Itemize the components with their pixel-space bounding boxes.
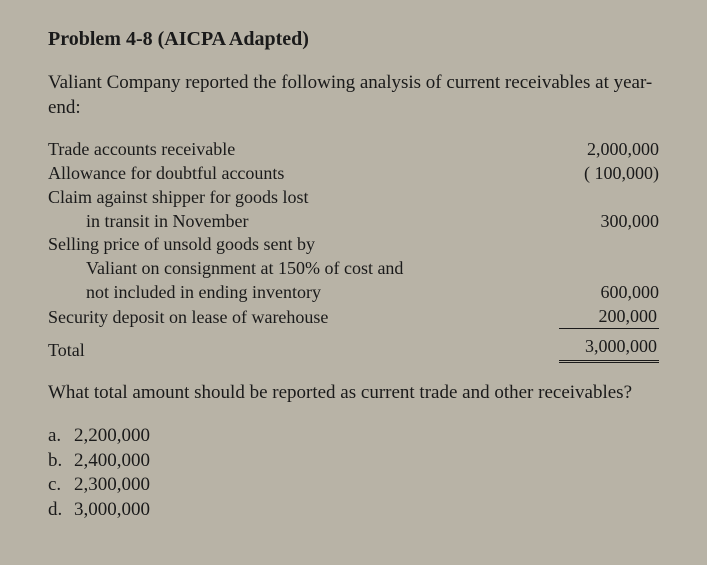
option-text: 2,400,000 bbox=[74, 449, 150, 474]
option-d: d. 3,000,000 bbox=[48, 498, 659, 523]
item-label: Allowance for doubtful accounts bbox=[48, 162, 529, 186]
item-label: Selling price of unsold goods sent by bbox=[48, 233, 529, 257]
option-letter: d. bbox=[48, 498, 74, 523]
table-row: Trade accounts receivable 2,000,000 bbox=[48, 138, 659, 162]
answer-options: a. 2,200,000 b. 2,400,000 c. 2,300,000 d… bbox=[48, 424, 659, 523]
option-text: 2,200,000 bbox=[74, 424, 150, 449]
table-row: Security deposit on lease of warehouse 2… bbox=[48, 305, 659, 330]
table-row: not included in ending inventory 600,000 bbox=[48, 281, 659, 305]
intro-text: Valiant Company reported the following a… bbox=[48, 71, 659, 120]
table-row-total: Total 3,000,000 bbox=[48, 335, 659, 363]
item-value: 2,000,000 bbox=[529, 138, 659, 162]
item-label: not included in ending inventory bbox=[48, 281, 529, 305]
table-row: Allowance for doubtful accounts ( 100,00… bbox=[48, 162, 659, 186]
option-a: a. 2,200,000 bbox=[48, 424, 659, 449]
table-row: Selling price of unsold goods sent by bbox=[48, 233, 659, 257]
option-b: b. 2,400,000 bbox=[48, 449, 659, 474]
option-text: 3,000,000 bbox=[74, 498, 150, 523]
item-value: 300,000 bbox=[529, 210, 659, 234]
item-label: Security deposit on lease of warehouse bbox=[48, 306, 529, 330]
item-label: Total bbox=[48, 339, 529, 363]
item-label: Valiant on consignment at 150% of cost a… bbox=[48, 257, 529, 281]
option-c: c. 2,300,000 bbox=[48, 473, 659, 498]
item-label: Claim against shipper for goods lost bbox=[48, 186, 529, 210]
option-text: 2,300,000 bbox=[74, 473, 150, 498]
table-row: in transit in November 300,000 bbox=[48, 210, 659, 234]
item-value: 200,000 bbox=[529, 305, 659, 330]
item-label: in transit in November bbox=[48, 210, 529, 234]
option-letter: c. bbox=[48, 473, 74, 498]
item-value: ( 100,000) bbox=[529, 162, 659, 186]
table-row: Claim against shipper for goods lost bbox=[48, 186, 659, 210]
problem-title: Problem 4-8 (AICPA Adapted) bbox=[48, 28, 659, 51]
question-text: What total amount should be reported as … bbox=[48, 381, 659, 406]
item-value: 3,000,000 bbox=[529, 335, 659, 363]
option-letter: b. bbox=[48, 449, 74, 474]
total-value: 3,000,000 bbox=[559, 335, 659, 363]
option-letter: a. bbox=[48, 424, 74, 449]
underlined-value: 200,000 bbox=[559, 305, 659, 330]
table-row: Valiant on consignment at 150% of cost a… bbox=[48, 257, 659, 281]
item-value: 600,000 bbox=[529, 281, 659, 305]
item-label: Trade accounts receivable bbox=[48, 138, 529, 162]
line-items-table: Trade accounts receivable 2,000,000 Allo… bbox=[48, 138, 659, 363]
